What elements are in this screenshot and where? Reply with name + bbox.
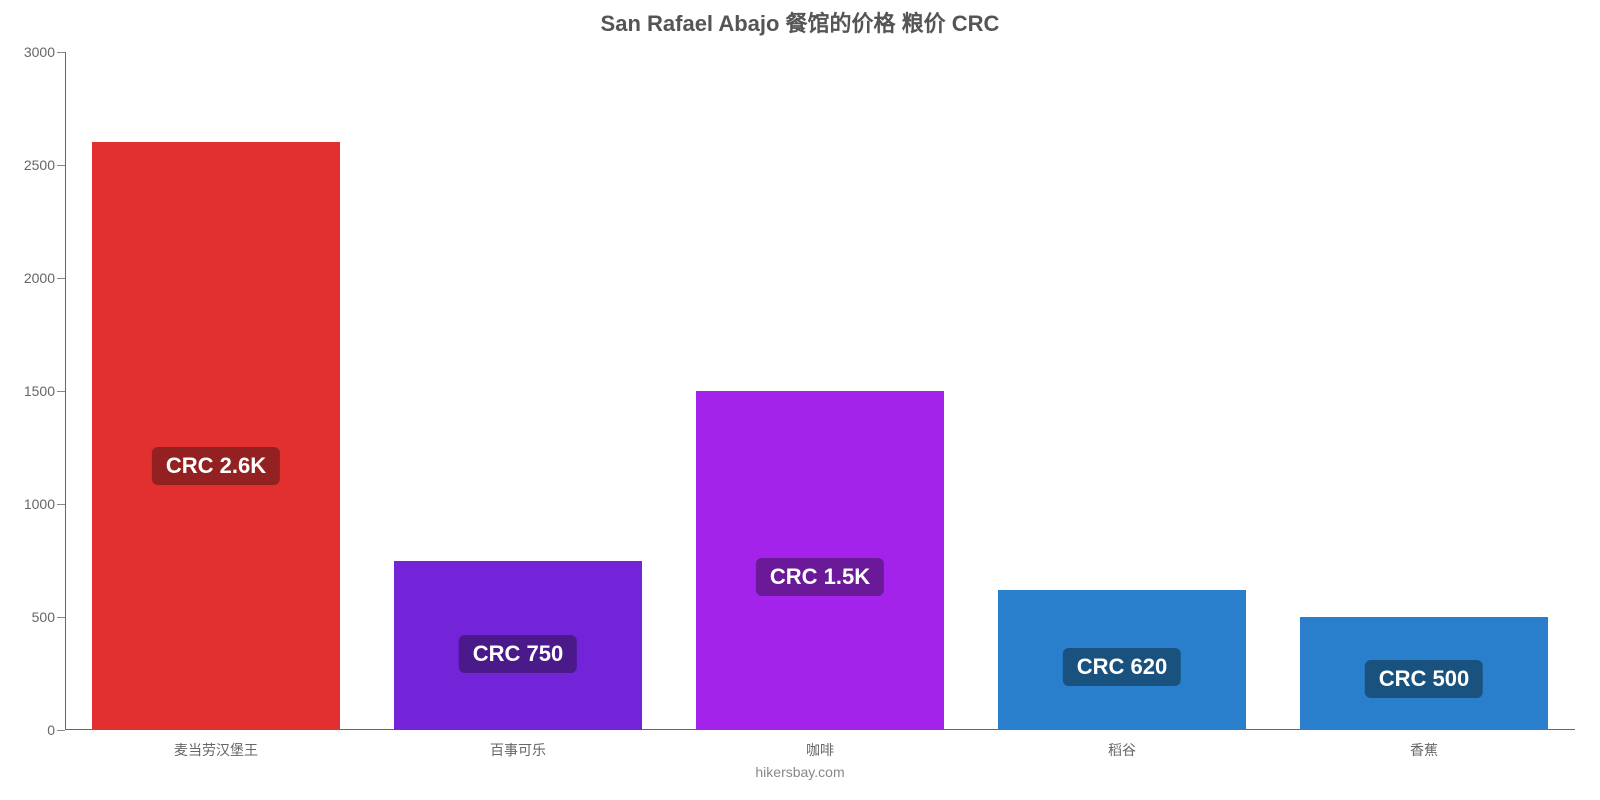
bar-value-badge: CRC 750: [459, 635, 577, 673]
y-tick-label: 2000: [24, 270, 65, 286]
x-category-label: 咖啡: [806, 730, 834, 760]
chart-footer: hikersbay.com: [755, 764, 844, 780]
y-tick-label: 1000: [24, 496, 65, 512]
bar-value-badge: CRC 1.5K: [756, 558, 884, 596]
y-tick-label: 0: [47, 722, 65, 738]
bar-value-badge: CRC 620: [1063, 648, 1181, 686]
y-tick-label: 2500: [24, 157, 65, 173]
chart-container: San Rafael Abajo 餐馆的价格 粮价 CRC 0500100015…: [0, 0, 1600, 800]
x-category-label: 稻谷: [1108, 730, 1136, 760]
y-axis-line: [65, 52, 66, 730]
bar: [92, 142, 340, 730]
bar-value-badge: CRC 2.6K: [152, 447, 280, 485]
x-category-label: 麦当劳汉堡王: [174, 730, 258, 760]
y-tick-label: 1500: [24, 383, 65, 399]
chart-title: San Rafael Abajo 餐馆的价格 粮价 CRC: [0, 0, 1600, 38]
x-category-label: 香蕉: [1410, 730, 1438, 760]
bar-value-badge: CRC 500: [1365, 660, 1483, 698]
y-tick-label: 3000: [24, 44, 65, 60]
plot-area: 050010001500200025003000CRC 2.6K麦当劳汉堡王CR…: [65, 52, 1575, 730]
y-tick-label: 500: [32, 609, 65, 625]
x-category-label: 百事可乐: [490, 730, 546, 760]
